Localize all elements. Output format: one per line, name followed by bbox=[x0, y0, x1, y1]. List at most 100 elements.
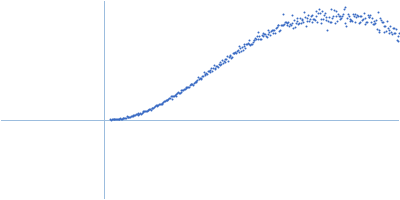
Point bbox=[177, 91, 183, 94]
Point bbox=[299, 18, 306, 21]
Point bbox=[372, 21, 378, 24]
Point bbox=[371, 22, 378, 25]
Point bbox=[109, 118, 115, 121]
Point bbox=[244, 43, 250, 46]
Point bbox=[396, 32, 400, 35]
Point bbox=[254, 34, 260, 37]
Point bbox=[354, 13, 360, 16]
Point bbox=[182, 86, 189, 89]
Point bbox=[234, 50, 240, 53]
Point bbox=[164, 99, 170, 102]
Point bbox=[185, 85, 191, 88]
Point bbox=[311, 18, 317, 21]
Point bbox=[393, 27, 399, 31]
Point bbox=[280, 13, 286, 16]
Point bbox=[326, 16, 332, 19]
Point bbox=[278, 24, 284, 27]
Point bbox=[337, 15, 344, 18]
Point bbox=[320, 18, 326, 21]
Point bbox=[236, 45, 243, 48]
Point bbox=[162, 98, 169, 102]
Point bbox=[148, 106, 155, 110]
Point bbox=[221, 57, 228, 60]
Point bbox=[172, 94, 178, 97]
Point bbox=[212, 66, 219, 69]
Point bbox=[239, 45, 245, 49]
Point bbox=[147, 107, 153, 110]
Point bbox=[194, 78, 200, 81]
Point bbox=[192, 81, 199, 84]
Point bbox=[287, 23, 293, 26]
Point bbox=[279, 23, 286, 26]
Point bbox=[168, 95, 174, 98]
Point bbox=[302, 15, 308, 19]
Point bbox=[159, 102, 166, 105]
Point bbox=[331, 8, 337, 12]
Point bbox=[140, 110, 146, 113]
Point bbox=[256, 34, 262, 38]
Point bbox=[154, 104, 161, 107]
Point bbox=[230, 52, 237, 55]
Point bbox=[395, 35, 400, 38]
Point bbox=[163, 98, 170, 102]
Point bbox=[249, 42, 255, 45]
Point bbox=[139, 110, 146, 114]
Point bbox=[259, 33, 265, 37]
Point bbox=[169, 94, 176, 98]
Point bbox=[289, 14, 296, 17]
Point bbox=[198, 78, 204, 81]
Point bbox=[322, 12, 328, 15]
Point bbox=[374, 27, 380, 30]
Point bbox=[327, 8, 334, 11]
Point bbox=[328, 21, 334, 24]
Point bbox=[125, 115, 132, 118]
Point bbox=[336, 14, 342, 17]
Point bbox=[351, 20, 358, 23]
Point bbox=[270, 28, 277, 31]
Point bbox=[200, 74, 206, 77]
Point bbox=[332, 10, 339, 13]
Point bbox=[240, 48, 246, 51]
Point bbox=[120, 117, 127, 120]
Point bbox=[359, 18, 365, 22]
Point bbox=[107, 118, 114, 121]
Point bbox=[205, 69, 211, 72]
Point bbox=[390, 26, 396, 29]
Point bbox=[394, 39, 400, 42]
Point bbox=[188, 83, 195, 86]
Point bbox=[138, 112, 145, 115]
Point bbox=[136, 112, 142, 116]
Point bbox=[300, 20, 306, 23]
Point bbox=[166, 96, 172, 99]
Point bbox=[124, 115, 130, 118]
Point bbox=[291, 18, 297, 21]
Point bbox=[121, 116, 128, 119]
Point bbox=[292, 25, 298, 29]
Point bbox=[333, 15, 340, 18]
Point bbox=[305, 14, 311, 17]
Point bbox=[149, 106, 156, 110]
Point bbox=[175, 90, 181, 93]
Point bbox=[374, 10, 381, 13]
Point bbox=[244, 41, 251, 44]
Point bbox=[298, 21, 304, 24]
Point bbox=[356, 21, 363, 24]
Point bbox=[360, 12, 367, 15]
Point bbox=[152, 104, 158, 107]
Point bbox=[277, 28, 283, 31]
Point bbox=[197, 76, 204, 79]
Point bbox=[202, 73, 208, 76]
Point bbox=[344, 16, 350, 20]
Point bbox=[250, 40, 256, 43]
Point bbox=[379, 20, 385, 23]
Point bbox=[342, 21, 348, 24]
Point bbox=[184, 86, 190, 89]
Point bbox=[191, 81, 197, 84]
Point bbox=[134, 113, 141, 116]
Point bbox=[288, 21, 295, 24]
Point bbox=[195, 76, 201, 79]
Point bbox=[133, 112, 139, 115]
Point bbox=[178, 88, 185, 92]
Point bbox=[388, 31, 394, 34]
Point bbox=[186, 83, 193, 87]
